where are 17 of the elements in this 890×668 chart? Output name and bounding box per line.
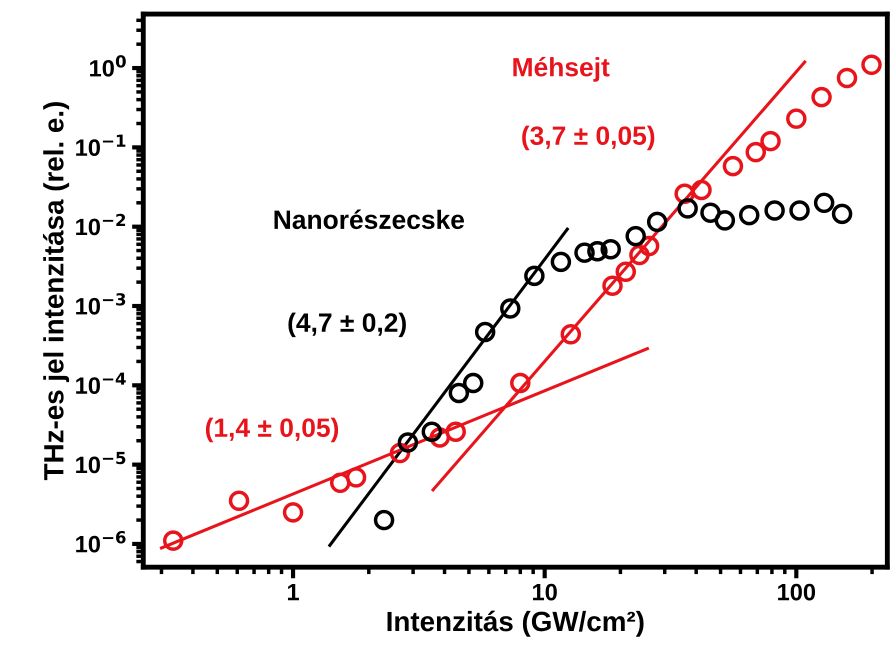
x-tick-label: 100 xyxy=(778,584,816,600)
y-tick-label: 10$^{−3}$ xyxy=(76,293,126,315)
y-tick-label: 10$^{0}$ xyxy=(90,55,126,77)
y-tick-label: 10$^{−1}$ xyxy=(76,134,126,156)
y-tick-label: 10$^{−4}$ xyxy=(76,372,126,394)
annotation: (4,7 ± 0,2) xyxy=(288,312,406,338)
y-tick-label: 10$^{−6}$ xyxy=(76,531,126,553)
text: Méhsejt xyxy=(513,56,610,82)
y-tick-label: 10$^{−5}$ xyxy=(76,452,126,474)
y-tick-label: 10$^{−2}$ xyxy=(76,214,126,236)
x-tick-label: 1 xyxy=(288,584,299,600)
y-axis-title: THz-es jel intenzitása (rel. e.) xyxy=(42,102,70,480)
text: Nanorészecske xyxy=(274,209,464,230)
x-tick-label: 10 xyxy=(533,584,557,600)
annotation: (3,7 ± 0,05) xyxy=(522,126,654,150)
annotation: (1,4 ± 0,05) xyxy=(206,418,338,442)
x-axis-title: Intenzitás (GW/cm²) xyxy=(388,610,644,637)
